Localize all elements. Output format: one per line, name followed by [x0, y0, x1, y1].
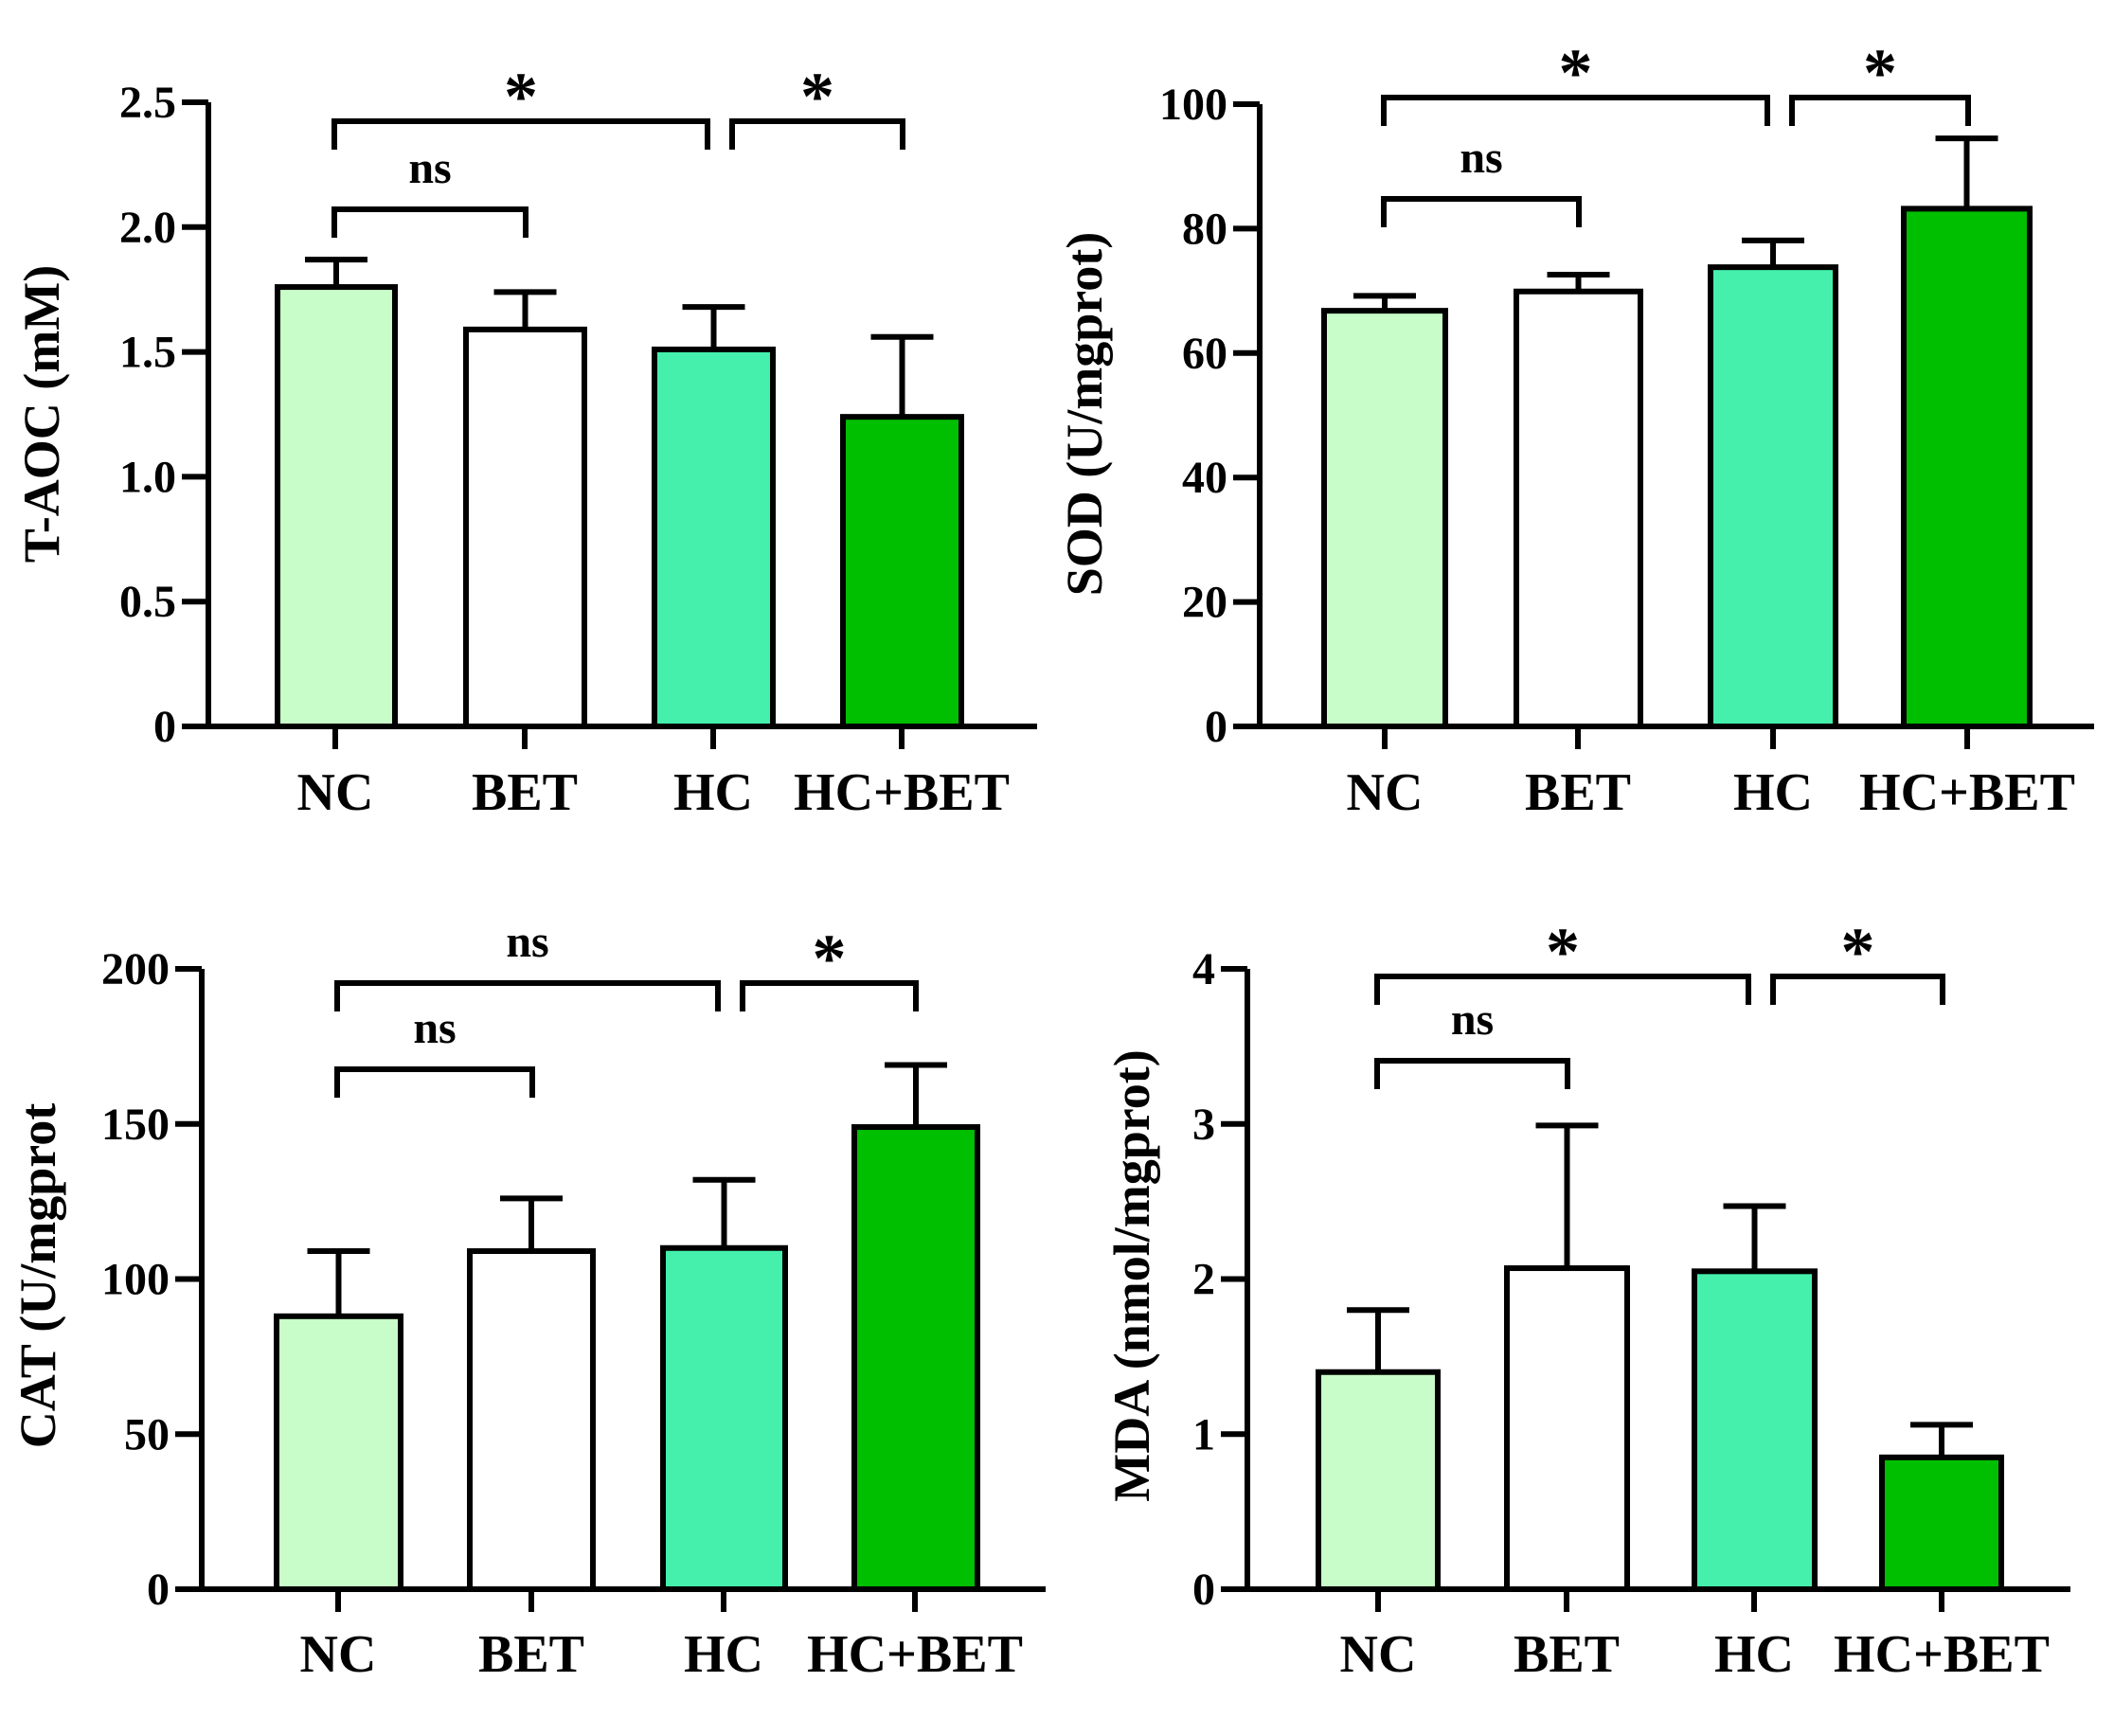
- y-tick-label: 20: [1182, 578, 1227, 628]
- significance-ns: ns: [1451, 994, 1494, 1045]
- y-tick-label: 100: [1159, 80, 1227, 130]
- x-tick-label: HC+BET: [1834, 1625, 2050, 1684]
- x-tick-label: HC+BET: [794, 763, 1010, 822]
- x-tick-label: HC: [1733, 763, 1813, 822]
- bar-hc: [1692, 1268, 1818, 1592]
- x-tick-label: HC: [684, 1625, 763, 1684]
- significance-bracket: [729, 118, 905, 150]
- y-tick-label: 0: [147, 1565, 170, 1615]
- x-tick-label: HC+BET: [807, 1625, 1023, 1684]
- y-tick-label: 80: [1182, 204, 1227, 254]
- y-tick-label: 2.5: [119, 78, 176, 128]
- x-tick-label: HC+BET: [1859, 763, 2075, 822]
- y-tick-label: 1.5: [119, 328, 176, 378]
- y-tick-label: 0: [1192, 1565, 1215, 1615]
- bar-hc: [660, 1244, 788, 1592]
- chart-panel-bottom-right: 0 1 2 3 4 MDA (nmol/mgprot) NC BET HC HC+BET ns * *: [1103, 914, 2070, 1684]
- significance-star: *: [504, 59, 538, 134]
- x-tick-label: BET: [478, 1625, 584, 1684]
- y-tick-label: 40: [1182, 453, 1227, 503]
- x-tick-label: BET: [1514, 1625, 1620, 1684]
- y-axis-title: MDA (nmol/mgprot): [1103, 1049, 1160, 1501]
- y-tick-label: 1: [1192, 1409, 1215, 1459]
- chart-panel-top-left: 0 0.5 1.0 1.5 2.0 2.5 T-AOC (mM) NC BET HC HC+BET n…: [13, 59, 1037, 822]
- significance-bracket: [1789, 95, 1971, 126]
- y-tick-label: 100: [101, 1255, 170, 1305]
- significance-bracket: [1381, 196, 1582, 227]
- bar-bet: [467, 1248, 596, 1593]
- x-tick-label: NC: [1340, 1625, 1417, 1684]
- significance-bracket: [334, 1066, 535, 1098]
- significance-star: *: [1546, 914, 1580, 990]
- significance-bracket: [1374, 974, 1751, 1005]
- significance-bracket: [1381, 95, 1770, 126]
- significance-bracket: [331, 118, 710, 150]
- y-tick-label: 0: [1205, 702, 1227, 752]
- significance-star: *: [1559, 35, 1593, 111]
- y-tick-label: 60: [1182, 329, 1227, 379]
- bar-bet: [463, 326, 587, 729]
- y-tick-label: 0: [153, 702, 176, 752]
- bar-nc: [275, 284, 398, 729]
- y-tick-label: 200: [101, 944, 170, 994]
- bar-bet: [1504, 1265, 1630, 1592]
- bar-nc: [1321, 308, 1448, 729]
- x-tick-label: BET: [1525, 763, 1631, 822]
- y-tick-label: 0.5: [119, 577, 176, 627]
- bar-hc-bet: [851, 1124, 980, 1593]
- y-tick-label: 1.0: [119, 452, 176, 502]
- significance-ns: ns: [1460, 133, 1502, 183]
- bar-hc-bet: [1879, 1454, 2004, 1592]
- bar-hc-bet: [840, 414, 964, 729]
- bar-hc: [652, 346, 776, 729]
- bar-hc-bet: [1901, 206, 2033, 730]
- y-tick-label: 2: [1192, 1255, 1215, 1305]
- significance-bracket: [334, 980, 721, 1011]
- y-tick-label: 4: [1192, 944, 1215, 994]
- y-axis-title: CAT (U/mgprot: [9, 1103, 66, 1449]
- x-tick-label: NC: [297, 763, 374, 822]
- y-tick-label: 3: [1192, 1100, 1215, 1150]
- x-tick-label: HC: [1714, 1625, 1794, 1684]
- significance-bracket: [1770, 974, 1945, 1005]
- significance-ns: ns: [408, 143, 451, 193]
- significance-bracket: [331, 206, 528, 238]
- significance-ns: ns: [413, 1003, 456, 1053]
- significance-star: *: [1841, 914, 1875, 990]
- x-tick-label: BET: [472, 763, 578, 822]
- y-tick-label: 2.0: [119, 203, 176, 253]
- significance-bracket: [1374, 1058, 1570, 1089]
- chart-panel-top-right: 0 20 40 60 80 100 SOD (U/mgprot) NC BET HC HC+BET n…: [1056, 35, 2094, 822]
- significance-star: *: [1863, 35, 1897, 111]
- significance-bracket: [740, 980, 919, 1011]
- significance-ns: ns: [506, 917, 548, 967]
- y-tick-label: 150: [101, 1100, 170, 1150]
- bar-nc: [274, 1313, 403, 1593]
- x-tick-label: NC: [1347, 763, 1424, 822]
- x-tick-label: NC: [300, 1625, 377, 1684]
- significance-star: *: [813, 921, 847, 996]
- significance-star: *: [800, 59, 834, 134]
- x-tick-label: HC: [673, 763, 753, 822]
- y-axis-title: T-AOC (mM): [13, 265, 70, 563]
- y-axis-title: SOD (U/mgprot): [1056, 232, 1113, 597]
- y-tick-label: 50: [124, 1409, 170, 1459]
- bar-hc: [1708, 264, 1838, 729]
- chart-panel-bottom-left: 0 50 100 150 200 CAT (U/mgprot NC BET HC HC+BET ns…: [9, 917, 1046, 1684]
- bar-bet: [1514, 288, 1643, 729]
- bar-nc: [1316, 1369, 1441, 1592]
